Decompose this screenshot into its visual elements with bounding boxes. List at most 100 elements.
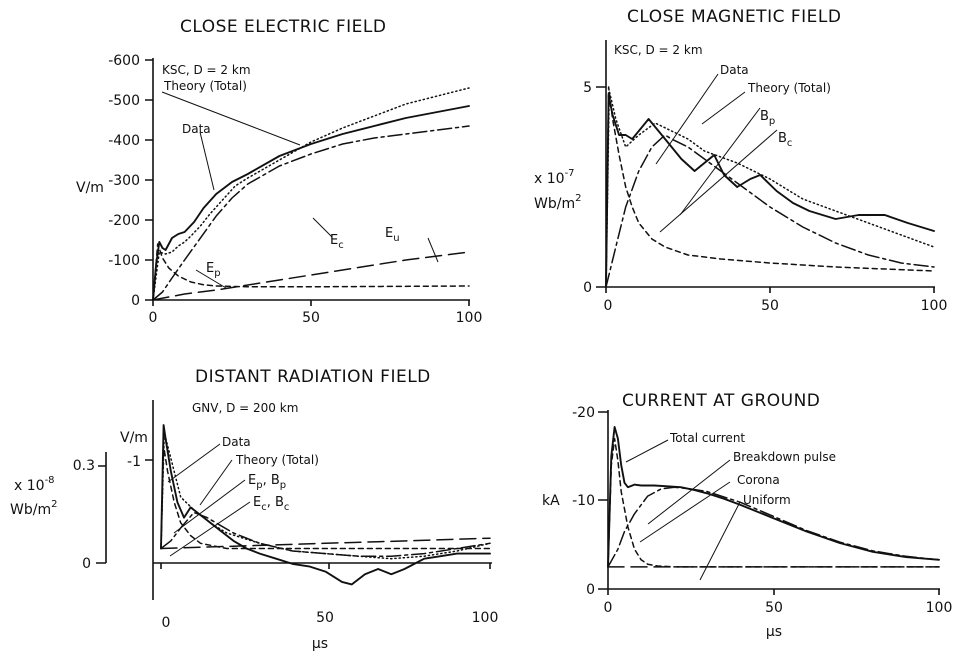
y-tick-label: -20 [572,405,595,421]
y-tick-label: -400 [108,133,140,149]
y-ticks: 0 0.3 -1 [73,454,153,572]
series-line-ec [152,125,470,301]
series-label: Theory (Total) [747,81,831,95]
series-label: Theory (Total) [235,453,319,467]
panel-close-magnetic-field: CLOSE MAGNETIC FIELD KSC, D = 2 km 0 5 0… [534,7,947,314]
series-line-corona [607,486,940,568]
panel-title: DISTANT RADIATION FIELD [195,367,431,387]
series-line-ep [152,243,470,301]
y-tick-label: -200 [108,213,140,229]
panel-title: CLOSE ELECTRIC FIELD [180,17,386,37]
y-tick-label: 0 [586,582,595,598]
x-tick-label: 100 [926,600,953,616]
x-tick-label: 50 [761,298,779,314]
panel-distant-radiation-field: DISTANT RADIATION FIELD GNV, D = 200 km … [10,367,498,652]
x-ticks: 0 50 100 [604,287,948,314]
series-label: Bc [778,131,792,149]
svg-text:x 10-8: x 10-8 [14,475,55,494]
y-ticks: 0 -100 -200 -300 -400 -500 -600 [108,53,153,309]
x-axis-label: μs [312,636,328,652]
x-tick-label: 50 [765,600,783,616]
series-line-theory-total [605,90,935,288]
x-ticks: 0 50 100 [149,300,483,326]
panel-subtitle: KSC, D = 2 km [614,43,703,57]
y-axis-label: x 10-7 Wb/m2 [534,168,581,212]
y-ticks: 0 5 [583,80,606,296]
series-group [607,426,940,568]
series-line-eu [152,251,470,301]
x-tick-label: 0 [162,615,171,631]
series-label: Data [182,122,211,136]
y-tick-label: -500 [108,93,140,109]
series-label: Theory (Total) [163,79,247,93]
series-group [160,424,491,586]
svg-text:Wb/m2: Wb/m2 [10,499,57,518]
series-label: Data [222,435,251,449]
series-line-ec-bc [160,511,491,557]
series-line-theory-total [152,87,470,301]
annotations: Data Theory (Total) Bp Bc [655,63,831,233]
y-axis-label: x 10-8 Wb/m2 [10,475,57,518]
x-tick-label: 50 [316,610,334,626]
panel-title: CLOSE MAGNETIC FIELD [627,7,841,27]
y-tick-label: 0.3 [73,458,95,474]
x-tick-label: 100 [456,310,483,326]
y-axis-label: V/m [76,180,104,196]
series-group [152,87,470,301]
series-line-ep-bp [160,444,491,550]
y-tick-label: -1 [127,454,141,470]
series-label: Ec [330,233,344,251]
y-tick-label: 0 [131,293,140,309]
series-line-bc [605,86,935,288]
series-line-data [605,94,935,288]
series-label: Total current [669,431,745,445]
series-label: Breakdown pulse [733,450,836,464]
y-tick-label: -10 [572,493,595,509]
series-line-theory-total [160,432,491,560]
panel-subtitle: GNV, D = 200 km [192,401,298,415]
series-label: Uniform [743,493,791,507]
x-tick-label: 0 [149,310,158,326]
axes [152,58,470,301]
y-tick-label: 0 [82,556,91,572]
x-tick-label: 100 [921,298,948,314]
panel-current-at-ground: CURRENT AT GROUND 0 -10 -20 0 50 100 μs … [542,391,952,640]
y-tick-label: 0 [583,280,592,296]
y-tick-label: 5 [583,80,592,96]
series-label: Corona [737,473,780,487]
annotations: Total current Breakdown pulse Corona Uni… [625,431,836,581]
series-label: Bp [760,109,775,127]
x-axis-label: μs [766,624,782,640]
series-group [605,86,935,288]
panel-close-electric-field: CLOSE ELECTRIC FIELD KSC, D = 2 km 0 -10… [76,17,482,326]
axes [152,400,492,600]
panel-subtitle: KSC, D = 2 km [162,63,251,77]
y-tick-label: -300 [108,173,140,189]
y-axis-label: kA [542,493,560,509]
annotations: Data Theory (Total) Ep, Bp Ec, Bc [167,435,319,557]
series-label: Eu [385,226,400,244]
x-ticks: 0 50 100 [160,563,499,631]
x-ticks: 0 50 100 [604,589,953,616]
annotations: Theory (Total) Data Ec Ep Eu [161,79,439,289]
svg-text:Wb/m2: Wb/m2 [534,193,581,212]
series-label: Data [720,63,749,77]
y-ticks: 0 -10 -20 [572,405,608,598]
x-tick-label: 0 [604,298,613,314]
panel-title: CURRENT AT GROUND [622,391,820,411]
series-line-data [160,424,491,586]
y-tick-label: -100 [108,253,140,269]
x-tick-label: 50 [302,310,320,326]
x-tick-label: 0 [604,600,613,616]
y-axis-label-right: V/m [120,430,148,446]
axes [605,40,935,288]
series-label: Ep, Bp [248,473,286,491]
x-tick-label: 100 [472,610,499,626]
series-label: Ec, Bc [253,495,289,513]
series-line-series-4 [160,537,491,550]
svg-text:x 10-7: x 10-7 [534,168,575,187]
series-line-bp [605,134,935,288]
series-line-data [152,105,470,301]
y-tick-label: -600 [108,53,140,69]
